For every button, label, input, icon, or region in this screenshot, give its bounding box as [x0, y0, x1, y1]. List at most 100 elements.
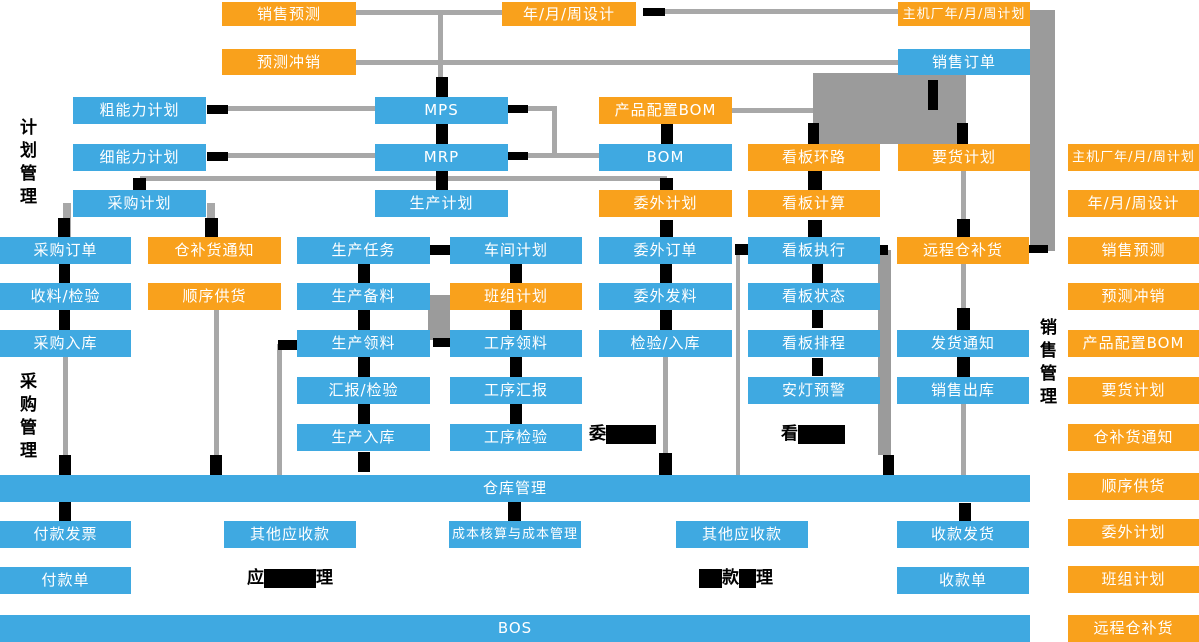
node-label: 主机厂年/月/周计划 — [902, 6, 1026, 22]
node-right-warehouse-replenish-notice: 仓补货通知 — [1068, 424, 1199, 451]
m-configbom-bom — [661, 124, 673, 144]
m-outissue-inspin — [660, 310, 672, 330]
m-purchline-bar — [59, 455, 71, 475]
m-team-processissue — [510, 310, 522, 330]
node-label: 采购计划 — [107, 194, 172, 212]
node-label: 检验/入库 — [630, 334, 701, 352]
node-receipt-shipping: 收款发货 — [897, 521, 1029, 548]
payables-management-label: 应理 — [247, 569, 333, 588]
node-kanban-execution: 看板执行 — [748, 237, 880, 264]
d-design-right — [643, 8, 665, 16]
node-purchase-inbound: 采购入库 — [0, 330, 131, 357]
redaction-blob — [798, 425, 845, 444]
l-salesout-to-bar — [961, 404, 966, 475]
m-sched-andon — [812, 358, 823, 376]
node-label: 产品配置BOM — [614, 101, 717, 119]
redaction-blob — [264, 569, 316, 588]
node-kanban-loop: 看板环路 — [748, 144, 880, 171]
node-label: 要货计划 — [1101, 381, 1166, 399]
d-fine-left — [207, 152, 228, 161]
node-kanban-scheduling: 看板排程 — [748, 330, 880, 357]
node-inspection-inbound: 检验/入库 — [599, 330, 732, 357]
l-mps-mrp-join — [552, 106, 557, 158]
m-task-prep — [358, 264, 370, 283]
m-shipnotice-salesout — [957, 357, 970, 377]
kanban-to-warehouse-band — [878, 250, 891, 455]
node-label: 成本核算与成本管理 — [451, 527, 578, 542]
node-right-year-month-week-design: 年/月/周设计 — [1068, 190, 1199, 217]
d-kanbanexec-left — [735, 244, 751, 255]
node-sales-forecast: 销售预测 — [222, 2, 356, 26]
m-mrp-bus — [436, 166, 448, 190]
node-label: 汇报/检验 — [328, 381, 399, 399]
d-block-processissue — [433, 338, 452, 347]
node-label: 工序领料 — [483, 334, 548, 352]
node-label: 生产入库 — [331, 428, 396, 446]
node-bom: BOM — [599, 144, 732, 171]
m-bus-purchaseplan — [133, 178, 146, 190]
node-warehouse-management-bar: 仓库管理 — [0, 475, 1030, 502]
l-design-to-oem — [663, 9, 898, 14]
node-sales-outbound: 销售出库 — [897, 377, 1029, 404]
node-right-product-config-bom: 产品配置BOM — [1068, 330, 1199, 357]
node-label: 安灯预警 — [781, 381, 846, 399]
l-plan-bus — [140, 176, 667, 181]
node-receipt-slip: 收款单 — [897, 567, 1029, 594]
node-payment-invoice: 付款发票 — [0, 521, 131, 548]
node-label: 预测冲销 — [256, 52, 321, 71]
node-label: 销售预测 — [1101, 241, 1166, 259]
node-label: 看板环路 — [781, 148, 846, 166]
outsourcing-management-label: 委 — [589, 425, 656, 444]
l-mrp-to-fine — [228, 153, 375, 158]
node-label: 委外发料 — [633, 287, 698, 305]
node-kanban-status: 看板状态 — [748, 283, 880, 310]
l-prodissue-to-bar — [277, 344, 282, 475]
m-block-delivplan — [957, 123, 968, 144]
node-label: 产品配置BOM — [1082, 334, 1185, 352]
node-production-inbound: 生产入库 — [297, 424, 430, 451]
team-plan-connector-block — [428, 295, 450, 340]
node-label: 顺序供货 — [1101, 477, 1166, 495]
node-label: 年/月/周设计 — [522, 4, 616, 23]
redaction-blob — [739, 569, 756, 588]
m-outplan-outorder — [660, 220, 673, 237]
d-rough-left — [207, 105, 228, 114]
node-production-plan: 生产计划 — [375, 190, 508, 217]
m-status-sched — [812, 310, 823, 328]
node-report-inspection: 汇报/检验 — [297, 377, 430, 404]
node-label: 收款单 — [938, 571, 987, 589]
node-label: MPS — [424, 101, 459, 119]
node-label: 仓补货通知 — [174, 241, 255, 259]
m-block-kanbanloop — [808, 123, 819, 144]
l-mps-to-rough — [228, 106, 375, 111]
m-remote-shipnotice — [957, 308, 970, 330]
node-product-config-bom: 产品配置BOM — [599, 97, 732, 124]
node-label: 收款发货 — [930, 525, 995, 543]
node-label: 发货通知 — [930, 334, 995, 352]
m-processissue-report — [510, 357, 522, 377]
node-label: 年/月/周设计 — [1087, 194, 1180, 212]
receivables-management-label: 款理 — [699, 569, 773, 588]
l-delivplan-to-remote — [961, 171, 966, 221]
node-payment-slip: 付款单 — [0, 567, 131, 594]
node-purchase-order: 采购订单 — [0, 237, 131, 264]
m-po-receiving — [59, 264, 70, 283]
node-right-remote-warehouse-replenish: 远程仓补货 — [1068, 615, 1199, 642]
label-text: 看 — [781, 424, 798, 444]
m-salesorder-block — [928, 80, 938, 110]
node-bos-bar: BOS — [0, 615, 1030, 642]
m-bus-outsourcingplan — [660, 178, 673, 190]
node-label: 委外计划 — [1101, 523, 1166, 541]
node-label: 生产计划 — [409, 194, 474, 212]
node-label: 生产任务 — [331, 241, 396, 259]
node-right-outsourcing-plan: 委外计划 — [1068, 519, 1199, 546]
node-label: 采购订单 — [33, 241, 98, 259]
label-text: 应 — [247, 568, 264, 588]
node-delivery-request-plan: 要货计划 — [898, 144, 1030, 171]
d-prodissue-left — [278, 340, 300, 350]
node-mrp: MRP — [375, 144, 508, 171]
m-bar-payinvoice — [59, 500, 71, 521]
node-andon-warning: 安灯预警 — [748, 377, 880, 404]
node-label: 看板状态 — [781, 287, 846, 305]
